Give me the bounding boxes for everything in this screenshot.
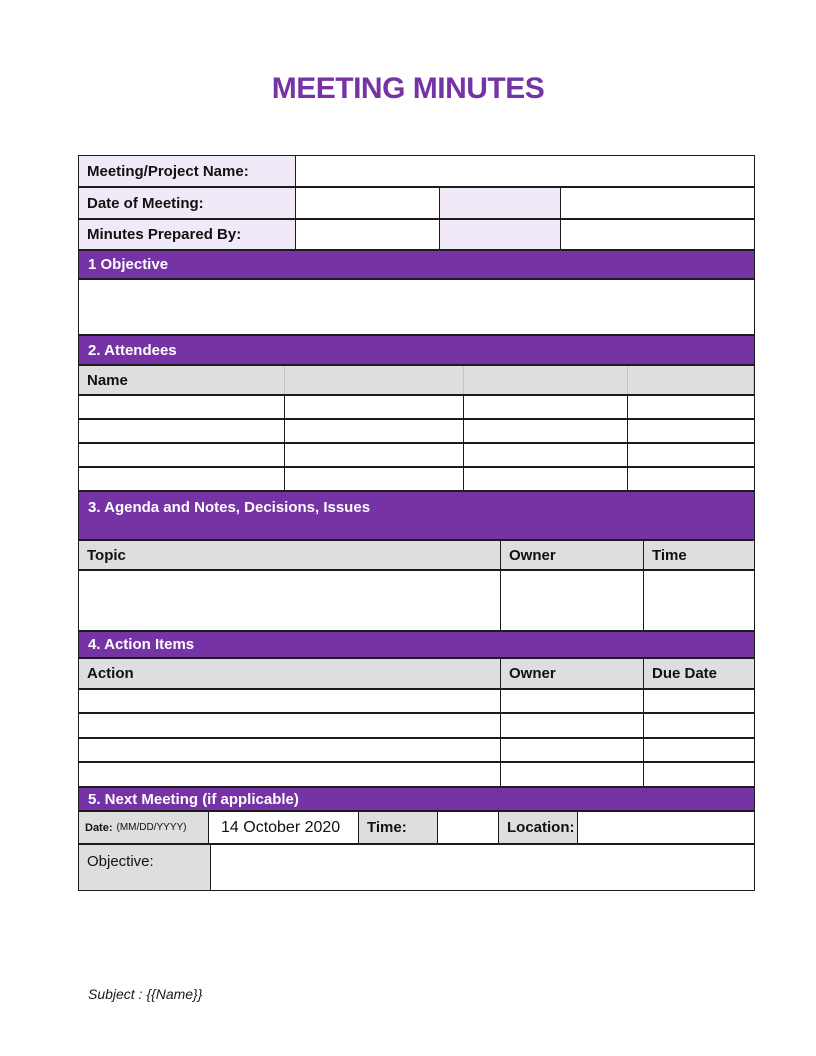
action-owner-cell[interactable] — [501, 714, 644, 737]
prepared-by-row: Minutes Prepared By: — [79, 220, 754, 251]
next-meeting-date-format: (MM/DD/YYYY) — [116, 822, 187, 833]
prepared-by-accent-cell — [440, 220, 561, 249]
action-item-row — [79, 739, 754, 763]
attendee-cell[interactable] — [464, 396, 628, 418]
action-cell[interactable] — [79, 690, 501, 712]
attendee-cell[interactable] — [628, 420, 754, 442]
agenda-topic-header: Topic — [79, 541, 501, 569]
action-owner-cell[interactable] — [501, 739, 644, 761]
footer-subject: Subject : {{Name}} — [88, 986, 203, 1002]
action-due-date-cell[interactable] — [644, 690, 754, 712]
prepared-by-input[interactable] — [296, 220, 440, 249]
date-of-meeting-accent-cell — [440, 188, 561, 218]
agenda-owner-cell[interactable] — [501, 571, 644, 630]
next-meeting-details-row: Date: (MM/DD/YYYY) 14 October 2020 Time:… — [79, 812, 754, 845]
next-meeting-section-heading: 5. Next Meeting (if applicable) — [79, 788, 754, 810]
action-due-date-cell[interactable] — [644, 714, 754, 737]
objective-section-header-row: 1 Objective — [79, 251, 754, 280]
next-meeting-objective-input[interactable] — [211, 845, 754, 890]
attendee-cell[interactable] — [79, 444, 285, 466]
page-title: MEETING MINUTES — [271, 72, 545, 105]
agenda-time-cell[interactable] — [644, 571, 754, 630]
attendee-cell[interactable] — [464, 468, 628, 490]
attendees-section-header-row: 2. Attendees — [79, 336, 754, 366]
attendees-header-spacer — [464, 366, 628, 394]
date-of-meeting-row: Date of Meeting: — [79, 188, 754, 220]
attendee-cell[interactable] — [285, 396, 464, 418]
agenda-row — [79, 571, 754, 632]
agenda-time-header: Time — [652, 546, 687, 564]
attendee-row — [79, 468, 754, 492]
meeting-name-row: Meeting/Project Name: — [79, 156, 754, 188]
next-meeting-date-label: Date: — [85, 821, 113, 834]
next-meeting-location-label: Location: — [499, 812, 578, 843]
next-meeting-objective-label: Objective: — [79, 845, 211, 890]
attendee-cell[interactable] — [285, 420, 464, 442]
date-of-meeting-input[interactable] — [296, 188, 440, 218]
attendees-header-spacer — [628, 366, 754, 394]
attendees-header-spacer — [285, 366, 464, 394]
meeting-name-input[interactable] — [296, 156, 754, 186]
meeting-name-label: Meeting/Project Name: — [79, 156, 296, 186]
action-item-row — [79, 690, 754, 714]
next-meeting-date-value[interactable]: 14 October 2020 — [209, 812, 359, 843]
action-owner-header: Owner — [501, 659, 644, 688]
attendee-cell[interactable] — [464, 420, 628, 442]
action-cell[interactable] — [79, 714, 501, 737]
action-owner-cell[interactable] — [501, 690, 644, 712]
agenda-owner-header: Owner — [501, 541, 644, 569]
next-meeting-objective-row: Objective: — [79, 845, 754, 890]
action-cell[interactable] — [79, 739, 501, 761]
attendee-row — [79, 444, 754, 468]
next-meeting-date-label-cell: Date: (MM/DD/YYYY) — [79, 812, 209, 843]
action-cell[interactable] — [79, 763, 501, 786]
next-meeting-time-label: Time: — [359, 812, 438, 843]
action-items-section-heading: 4. Action Items — [79, 632, 754, 657]
attendee-cell[interactable] — [285, 444, 464, 466]
agenda-section-heading: 3. Agenda and Notes, Decisions, Issues — [79, 492, 754, 539]
objective-body-row — [79, 280, 754, 336]
action-item-row — [79, 714, 754, 739]
attendee-cell[interactable] — [628, 396, 754, 418]
next-meeting-section-header-row: 5. Next Meeting (if applicable) — [79, 788, 754, 812]
meeting-minutes-table: Meeting/Project Name: Date of Meeting: M… — [78, 155, 755, 891]
action-owner-cell[interactable] — [501, 763, 644, 786]
objective-section-heading: 1 Objective — [79, 251, 754, 278]
agenda-section-header-row: 3. Agenda and Notes, Decisions, Issues — [79, 492, 754, 541]
agenda-topic-cell[interactable] — [79, 571, 501, 630]
prepared-by-label: Minutes Prepared By: — [79, 220, 296, 249]
action-due-date-cell[interactable] — [644, 763, 754, 786]
next-meeting-location-input[interactable] — [578, 812, 754, 843]
attendees-column-header-row: Name — [79, 366, 754, 396]
action-item-row — [79, 763, 754, 788]
attendee-cell[interactable] — [79, 396, 285, 418]
attendee-cell[interactable] — [79, 420, 285, 442]
action-items-section-header-row: 4. Action Items — [79, 632, 754, 659]
attendee-cell[interactable] — [464, 444, 628, 466]
attendee-cell[interactable] — [628, 468, 754, 490]
attendees-section-heading: 2. Attendees — [79, 336, 754, 364]
action-due-date-cell[interactable] — [644, 739, 754, 761]
attendee-row — [79, 420, 754, 444]
attendee-cell[interactable] — [628, 444, 754, 466]
date-of-meeting-extra-input[interactable] — [561, 188, 754, 218]
attendee-row — [79, 396, 754, 420]
agenda-column-header-row: Topic Owner Time — [79, 541, 754, 571]
next-meeting-time-input[interactable] — [438, 812, 499, 843]
prepared-by-extra-input[interactable] — [561, 220, 754, 249]
attendees-name-header: Name — [79, 366, 285, 394]
action-items-column-header-row: Action Owner Due Date — [79, 659, 754, 690]
action-due-date-header: Due Date — [652, 665, 718, 682]
date-of-meeting-label: Date of Meeting: — [79, 188, 296, 218]
action-header: Action — [79, 659, 501, 688]
attendee-cell[interactable] — [285, 468, 464, 490]
objective-input[interactable] — [79, 280, 754, 334]
attendee-cell[interactable] — [79, 468, 285, 490]
